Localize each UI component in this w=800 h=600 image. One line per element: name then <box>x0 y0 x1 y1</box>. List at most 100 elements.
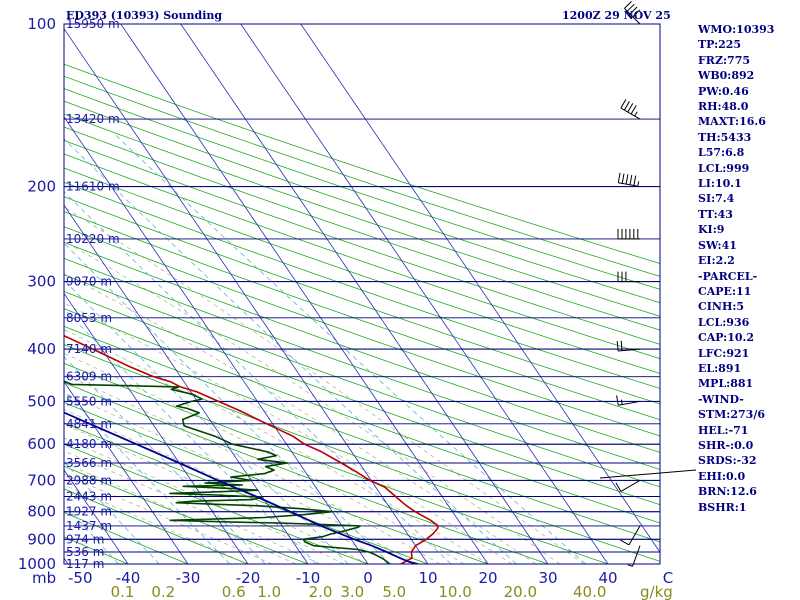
grid-lines <box>0 24 660 564</box>
mixing-ratio-line <box>196 443 317 564</box>
temperature-tick-label: -50 <box>68 569 93 587</box>
mixing-ratio-label: 0.6 <box>222 583 246 600</box>
index-item: SHR-:0.0 <box>698 438 754 452</box>
pressure-tick-label: 300 <box>27 273 56 291</box>
height-label: 7140 m <box>66 342 112 356</box>
index-item: SI:7.4 <box>698 192 735 206</box>
index-item: CINH:5 <box>698 300 745 314</box>
index-item: MPL:881 <box>698 377 754 391</box>
wind-barb <box>627 545 641 567</box>
mixing-ratio-label: 40.0 <box>573 583 606 600</box>
mixing-ratio-label: 10.0 <box>438 583 471 600</box>
index-item: TH:5433 <box>698 130 752 144</box>
wind-barb <box>617 271 640 283</box>
index-item: KI:9 <box>698 223 725 237</box>
index-item: -PARCEL- <box>698 269 758 283</box>
mixing-ratio-line <box>114 133 451 445</box>
index-item: LI:10.1 <box>698 177 742 191</box>
height-label: 9070 m <box>66 275 112 289</box>
mixing-ratio-line <box>449 443 586 564</box>
pressure-tick-label: 100 <box>27 15 56 33</box>
temperature-tick-label: -20 <box>236 569 261 587</box>
index-item: BSHR:1 <box>698 500 747 514</box>
mixing-ratio-line <box>384 443 517 564</box>
temperature-tick-label: -10 <box>296 569 321 587</box>
mixing-ratio-line <box>0 134 9 444</box>
moist-adiabat-line <box>64 206 585 564</box>
wind-barb <box>615 479 641 492</box>
mixing-ratio-label: 2.0 <box>309 583 333 600</box>
height-label: 5550 m <box>66 394 112 408</box>
wind-barb <box>617 172 641 188</box>
index-item: RH:48.0 <box>698 100 749 114</box>
moist-adiabat-line <box>64 450 321 564</box>
plot-frame <box>63 23 661 565</box>
index-item: SW:41 <box>698 238 737 252</box>
index-item: LFC:921 <box>698 346 750 360</box>
mixing-ratio-line <box>323 443 452 564</box>
isotherm-line <box>300 24 660 553</box>
height-label: 4180 m <box>66 437 112 451</box>
index-item: BRN:12.6 <box>698 485 757 499</box>
index-item: WMO:10393 <box>698 23 775 36</box>
moist-adiabat-line <box>64 473 273 564</box>
pressure-tick-label: 900 <box>27 530 56 548</box>
height-label: 8053 m <box>66 311 112 325</box>
wind-barb <box>624 1 641 25</box>
wind-barbs <box>599 1 697 567</box>
index-item: PW:0.46 <box>698 84 749 98</box>
index-item: EI:2.2 <box>698 254 735 268</box>
isotherm-line <box>120 24 489 564</box>
index-item: SRDS:-32 <box>698 454 757 468</box>
mixing-ratio-line <box>64 461 160 564</box>
temperature-line <box>64 334 439 564</box>
temperature-tick-label: C <box>663 569 673 587</box>
moist-adiabat-line <box>64 409 393 564</box>
pressure-tick-label: 200 <box>27 178 56 196</box>
isotherm-line <box>64 469 129 564</box>
pressure-axis-label: mb <box>32 569 56 587</box>
index-item: EL:891 <box>698 361 742 375</box>
height-label: 10220 m <box>66 232 120 246</box>
temperature-tick-label: 40 <box>598 569 617 587</box>
pressure-tick-label: 500 <box>27 392 56 410</box>
index-item: CAPE:11 <box>698 284 752 298</box>
height-label: 6309 m <box>66 370 112 384</box>
index-item: FRZ:775 <box>698 53 751 67</box>
index-item: TP:225 <box>698 38 742 52</box>
mixing-ratio-label: 3.0 <box>340 583 364 600</box>
pressure-tick-label: 1000 <box>18 555 56 573</box>
wind-barb <box>616 395 641 406</box>
index-item: STM:273/6 <box>698 408 765 422</box>
isotherm-line <box>64 204 309 564</box>
mixing-ratio-line <box>114 443 230 564</box>
index-item: CAP:10.2 <box>698 331 755 345</box>
height-label: 2443 m <box>66 490 112 504</box>
pressure-tick-label: 600 <box>27 435 56 453</box>
mixing-ratio-label: 0.2 <box>151 583 175 600</box>
height-label: 1437 m <box>66 519 112 533</box>
index-item: LCL:936 <box>698 315 750 329</box>
index-item: TT:43 <box>698 207 733 221</box>
isotherm-line <box>64 27 429 564</box>
height-label: 2988 m <box>66 473 112 487</box>
moist-adiabat-line <box>64 462 297 564</box>
temperature-tick-label: -40 <box>116 569 141 587</box>
isotherm-line <box>240 24 609 564</box>
index-item: MAXT:16.6 <box>698 115 766 129</box>
sounding-series <box>64 334 439 564</box>
pressure-tick-label: 800 <box>27 503 56 521</box>
pressure-tick-label: 400 <box>27 340 56 358</box>
wind-barb <box>620 99 641 120</box>
index-item: WB0:892 <box>698 69 755 83</box>
wind-barb <box>616 340 641 352</box>
mixing-ratio-line <box>64 191 325 445</box>
height-label: 536 m <box>66 545 104 559</box>
isotherm-line <box>64 116 369 564</box>
height-label: 4841 m <box>66 417 112 431</box>
index-item: -WIND- <box>698 392 744 406</box>
isotherm-line <box>0 24 8 564</box>
index-item: LCL:999 <box>698 161 750 175</box>
